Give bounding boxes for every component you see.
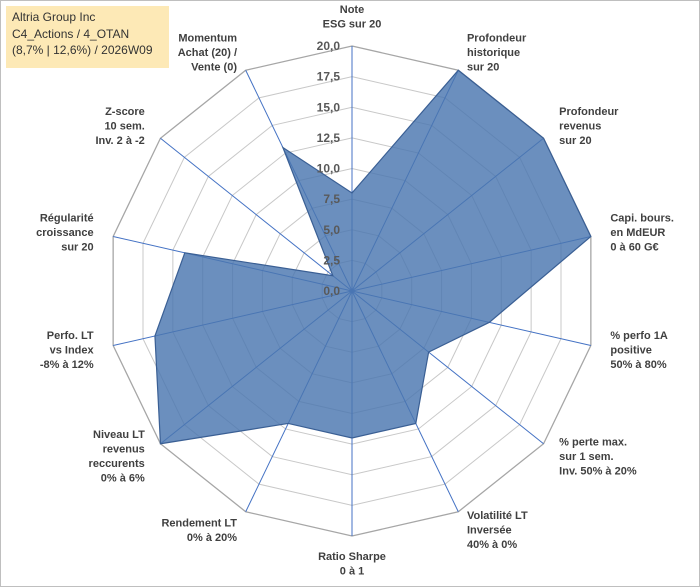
category-label: % perte max. sur 1 sem. Inv. 50% à 20% xyxy=(559,436,637,477)
tick-label: 10,0 xyxy=(317,162,341,176)
category-label: Perfo. LT vs Index -8% à 12% xyxy=(40,330,95,371)
title-performance: (8,7% | 12,6%) / 2026W09 xyxy=(12,43,153,57)
radar-spoke xyxy=(160,137,353,292)
category-label: Profondeur revenus sur 20 xyxy=(559,106,619,147)
tick-label: 0,0 xyxy=(323,284,340,298)
title-company: Altria Group Inc xyxy=(12,10,96,24)
category-label: Momentum Achat (20) / Vente (0) xyxy=(178,32,238,73)
category-label: % perfo 1A positive 50% à 80% xyxy=(610,330,668,371)
tick-label: 17,5 xyxy=(317,70,341,84)
category-label: Capi. bours. en MdEUR 0 à 60 G€ xyxy=(610,212,674,253)
tick-label: 12,5 xyxy=(317,131,341,145)
radar-series-layer xyxy=(154,69,592,445)
chart-title-box: Altria Group Inc C4_Actions / 4_OTAN (8,… xyxy=(6,6,169,68)
tick-label: 15,0 xyxy=(317,100,341,114)
category-label: Rendement LT 0% à 20% xyxy=(161,517,237,544)
title-portfolio: C4_Actions / 4_OTAN xyxy=(12,26,130,41)
category-label: Niveau LT revenus reccurents 0% à 6% xyxy=(89,429,146,485)
tick-label: 5,0 xyxy=(323,223,340,237)
radar-category-labels: Note ESG sur 20 Profondeur historique sur 20… xyxy=(36,4,674,578)
radar-tick-labels: 0,0 2,5 5,0 7,5 10,0 12,5 15,0 17,5 20,0 xyxy=(317,39,341,298)
category-label: Volatilité LT Inversée 40% à 0% xyxy=(467,510,528,551)
category-label: Régularité croissance sur 20 xyxy=(36,212,93,253)
tick-label: 7,5 xyxy=(323,192,340,206)
category-label: Profondeur historique sur 20 xyxy=(467,32,527,73)
tick-label: 20,0 xyxy=(317,39,341,53)
category-label: Z-score 10 sem. Inv. 2 à -2 xyxy=(95,106,144,147)
category-label: Note ESG sur 20 xyxy=(323,4,382,31)
tick-label: 2,5 xyxy=(323,253,340,267)
category-label: Ratio Sharpe 0 à 1 xyxy=(318,551,386,578)
series-area xyxy=(154,69,592,445)
